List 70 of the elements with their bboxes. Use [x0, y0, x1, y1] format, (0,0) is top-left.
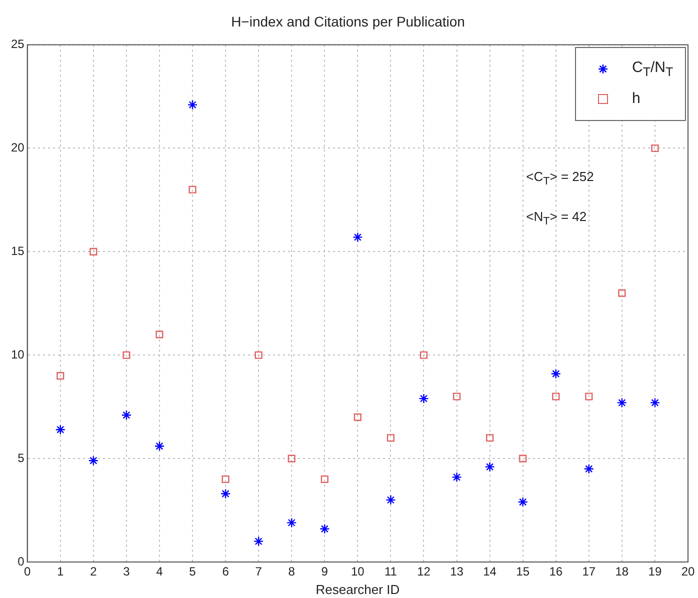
point: [584, 464, 594, 474]
y-tick-label: 5: [18, 450, 25, 465]
point: [550, 368, 561, 379]
x-tick-label: 14: [483, 564, 497, 579]
point: [320, 475, 328, 484]
x-tick-label: 2: [90, 564, 98, 579]
y-tick-label: 10: [10, 347, 25, 362]
point: [254, 351, 262, 359]
point: [651, 144, 659, 152]
point: [253, 536, 264, 546]
chart-title: H−index and Citations per Publication: [231, 13, 465, 30]
point: [188, 186, 196, 194]
y-tick-label: 0: [18, 554, 25, 568]
y-tick-label: 25: [10, 37, 25, 52]
point: [452, 472, 462, 482]
point: [88, 456, 99, 466]
y-tick-label: 15: [10, 244, 25, 258]
point: [56, 372, 64, 380]
point: [650, 398, 660, 408]
x-tick-label: 5: [189, 564, 196, 579]
x-tick-label: 7: [255, 564, 262, 579]
x-tick-label: 4: [156, 564, 164, 579]
x-tick-label: 10: [350, 564, 365, 579]
point: [518, 496, 528, 508]
point: [420, 351, 428, 359]
y-tick-label: 20: [10, 140, 25, 155]
x-tick-label: 12: [417, 564, 431, 579]
x-tick-label: 15: [516, 564, 530, 579]
annotation: <N$_{T}$> = 42: [526, 208, 588, 230]
point: [187, 100, 198, 110]
point: [156, 330, 164, 338]
point: [320, 524, 330, 534]
point: [418, 393, 429, 404]
point: [55, 424, 66, 435]
point: [286, 518, 297, 528]
x-tick-label: 1: [57, 564, 64, 579]
x-tick-label: 19: [648, 564, 662, 579]
x-tick-label: 16: [549, 564, 563, 579]
x-tick-label: 9: [321, 564, 328, 579]
point: [484, 462, 495, 472]
legend-label: h: [632, 90, 640, 108]
point: [585, 392, 593, 400]
point: [552, 392, 560, 400]
legend-label: C$_{T}$/N$_{T}$: [632, 58, 674, 79]
x-tick-label: 6: [222, 564, 230, 579]
point: [354, 413, 362, 421]
point: [386, 434, 394, 442]
point: [288, 454, 296, 462]
x-tick-label: 8: [288, 564, 296, 579]
point: [154, 441, 165, 452]
x-tick-label: 3: [123, 564, 130, 579]
x-tick-label: 17: [582, 564, 596, 579]
point: [616, 398, 628, 408]
point: [352, 232, 363, 242]
point: [90, 248, 98, 256]
point: [519, 454, 527, 462]
x-tick-label: 13: [450, 564, 464, 579]
x-tick-label: 11: [384, 564, 398, 579]
point: [122, 351, 130, 359]
x-tick-label: 18: [615, 564, 629, 579]
x-tick-label: 20: [681, 564, 695, 579]
point: [618, 289, 626, 297]
x-axis-title: Researcher ID: [316, 582, 400, 597]
point: [222, 475, 230, 484]
point: [486, 434, 494, 442]
point: [386, 494, 396, 506]
point: [452, 392, 461, 400]
point: [121, 410, 132, 420]
point: [220, 488, 231, 499]
annotation: <C$_{T}$> = 252: [526, 168, 594, 190]
